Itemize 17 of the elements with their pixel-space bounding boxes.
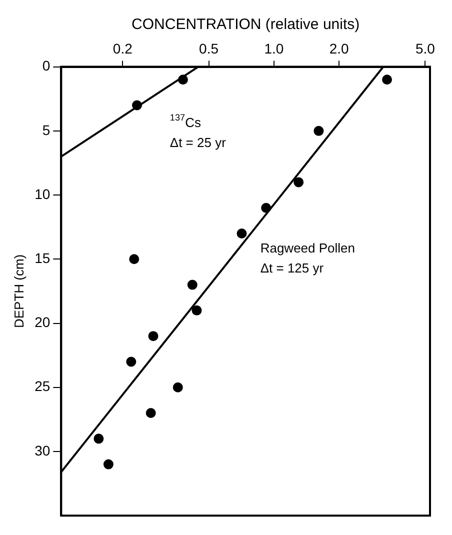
x-tick-label: 5.0 <box>416 40 436 56</box>
x-tick-label: 0.5 <box>199 40 219 56</box>
y-tick-label: 20 <box>34 314 50 330</box>
y-tick-label: 25 <box>34 378 50 394</box>
annotation: Δt = 25 yr <box>170 134 227 150</box>
y-tick-label: 15 <box>34 250 50 266</box>
y-tick-label: 10 <box>34 186 50 202</box>
x-tick-label: 2.0 <box>329 40 350 56</box>
y-tick-label: 0 <box>42 58 50 74</box>
x-tick-label: 0.2 <box>112 40 133 56</box>
series-label: Ragweed Pollen <box>260 240 356 256</box>
x-tick-label: 1.0 <box>264 40 284 56</box>
y-tick-label: 5 <box>42 122 50 138</box>
x-axis-title: CONCENTRATION (relative units) <box>132 16 360 34</box>
y-axis-title: DEPTH (cm) <box>11 254 26 328</box>
annotation: Δt = 125 yr <box>260 260 324 276</box>
y-tick-label: 30 <box>34 442 50 458</box>
